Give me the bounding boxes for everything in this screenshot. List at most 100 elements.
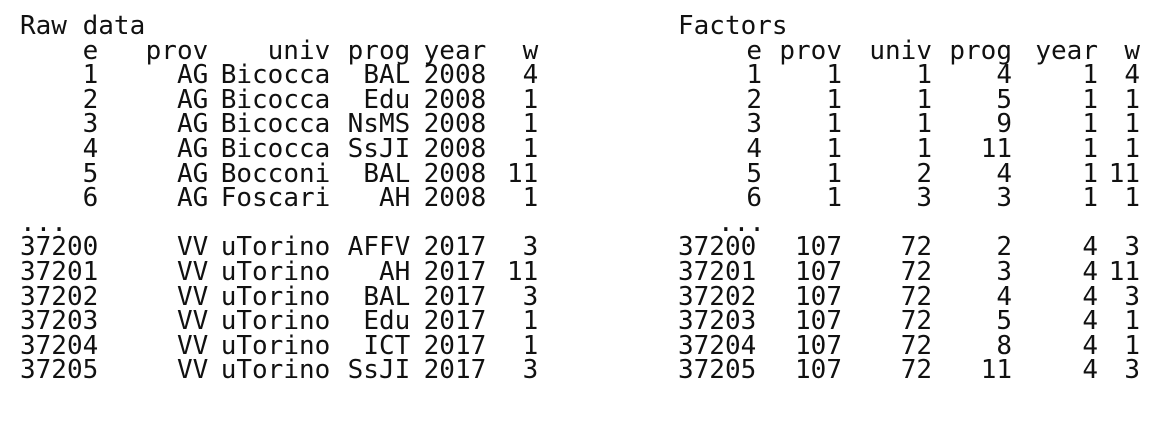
table-cell: 1 xyxy=(1124,133,1140,164)
table-cell: VV xyxy=(176,306,209,337)
table-cell: 5 xyxy=(82,158,99,189)
table-cell: SsJI xyxy=(347,355,411,386)
table-cell: AG xyxy=(176,60,209,91)
table-cell: 2017 xyxy=(423,330,487,361)
table-cell: uTorino xyxy=(220,232,331,263)
factors-header: e prov univ prog year w xyxy=(678,35,1140,66)
table-cell: 37200 xyxy=(20,232,99,263)
table-cell: 1 xyxy=(522,306,539,337)
table-cell: 107 xyxy=(795,355,842,386)
table-cell: 72 xyxy=(900,355,932,386)
raw-col-year: year xyxy=(423,35,487,66)
table-cell: 37205 xyxy=(678,355,757,386)
table-cell: uTorino xyxy=(220,330,331,361)
table-cell: AFFV xyxy=(347,232,411,263)
table-cell: SsJI xyxy=(347,133,411,164)
table-cell: 1 xyxy=(1082,109,1098,140)
table-cell: 107 xyxy=(795,306,842,337)
factors-col-year: year xyxy=(1035,35,1098,66)
table-cell: 8 xyxy=(996,330,1012,361)
table-cell: AG xyxy=(176,109,209,140)
table-cell: 3 xyxy=(996,183,1012,214)
table-cell: 72 xyxy=(900,306,932,337)
table-cell: 72 xyxy=(900,281,932,312)
table-cell: 4 xyxy=(1082,330,1098,361)
table-cell: 1 xyxy=(826,183,842,214)
table-cell: 4 xyxy=(522,60,539,91)
table-cell: 1 xyxy=(522,133,539,164)
table-cell: 2008 xyxy=(423,84,487,115)
table-cell: 1 xyxy=(1124,84,1140,115)
table-cell: 3 xyxy=(746,109,762,140)
table-cell: 1 xyxy=(916,84,932,115)
table-cell: 4 xyxy=(746,133,762,164)
table-cell: 1 xyxy=(82,60,99,91)
table-cell: 1 xyxy=(1124,109,1140,140)
table-cell: 107 xyxy=(795,330,842,361)
table-cell: 3 xyxy=(82,109,99,140)
table-cell: 1 xyxy=(1082,84,1098,115)
table-cell: 37200 xyxy=(678,232,757,263)
table-cell: 1 xyxy=(826,84,842,115)
table-cell: 4 xyxy=(1082,232,1098,263)
table-cell: 4 xyxy=(1124,60,1140,91)
table-cell: 1 xyxy=(916,133,932,164)
table-cell: AG xyxy=(176,84,209,115)
table-cell: 2008 xyxy=(423,158,487,189)
factors-col-w: w xyxy=(1124,35,1140,66)
table-cell: 37205 xyxy=(20,355,99,386)
raw-col-univ: univ xyxy=(267,35,331,66)
table-cell: 11 xyxy=(506,256,539,287)
table-cell: AG xyxy=(176,183,209,214)
table-cell: 1 xyxy=(746,60,762,91)
table-cell: VV xyxy=(176,256,209,287)
table-cell: 1 xyxy=(1082,183,1098,214)
table-cell: 5 xyxy=(996,84,1012,115)
table-cell: BAL xyxy=(363,281,411,312)
table-cell: 72 xyxy=(900,330,932,361)
factors-title: Factors xyxy=(678,11,788,41)
table-row: 6 AG Foscari AH 2008 1 xyxy=(20,183,539,214)
table-cell: uTorino xyxy=(220,355,331,386)
table-row: 37200 107 72 2 4 3 xyxy=(678,232,1140,263)
table-cell: 1 xyxy=(826,158,842,189)
table-cell: 1 xyxy=(522,84,539,115)
table-row: 5 AG Bocconi BAL 2008 11 xyxy=(20,158,539,189)
table-row: 4 AG Bicocca SsJI 2008 1 xyxy=(20,133,539,164)
factors-body: 1 1 1 4 1 4 2 1 1 5 1 1 3 1 1 9 1 1 4 1 1 11 1 1 5 1 2 4 1 11 6 1 3 3 1 1..… xyxy=(678,60,1140,386)
table-cell: 3 xyxy=(522,232,539,263)
table-cell: 6 xyxy=(746,183,762,214)
table-cell: Edu xyxy=(363,84,411,115)
table-cell: 3 xyxy=(996,256,1012,287)
ellipsis: ... xyxy=(20,207,67,238)
table-cell: 37204 xyxy=(678,330,757,361)
table-cell: 3 xyxy=(522,355,539,386)
table-row: 37203 107 72 5 4 1 xyxy=(678,306,1140,337)
table-row: 37204 VV uTorino ICT 2017 1 xyxy=(20,330,539,361)
factors-col-e: e xyxy=(746,35,762,66)
table-cell: 11 xyxy=(1108,158,1140,189)
table-cell: 37202 xyxy=(20,281,99,312)
table-cell: Bocconi xyxy=(220,158,331,189)
table-row: 5 1 2 4 1 11 xyxy=(678,158,1140,189)
table-cell: 4 xyxy=(1082,256,1098,287)
factors-header-row: e prov univ prog year w xyxy=(678,35,1140,66)
table-cell: NsMS xyxy=(347,109,411,140)
table-cell: 37203 xyxy=(20,306,99,337)
table-cell: 4 xyxy=(1082,281,1098,312)
table-cell: 1 xyxy=(522,330,539,361)
table-cell: Bicocca xyxy=(220,84,331,115)
ellipsis-row: ... xyxy=(20,207,538,238)
table-cell: Foscari xyxy=(220,183,331,214)
table-row: 37201 107 72 3 4 11 xyxy=(678,256,1140,287)
table-cell: 6 xyxy=(82,183,99,214)
table-cell: 1 xyxy=(522,183,539,214)
table-cell: 2 xyxy=(746,84,762,115)
table-cell: 4 xyxy=(996,60,1012,91)
table-cell: 5 xyxy=(996,306,1012,337)
table-cell: 2017 xyxy=(423,256,487,287)
table-cell: 107 xyxy=(795,281,842,312)
